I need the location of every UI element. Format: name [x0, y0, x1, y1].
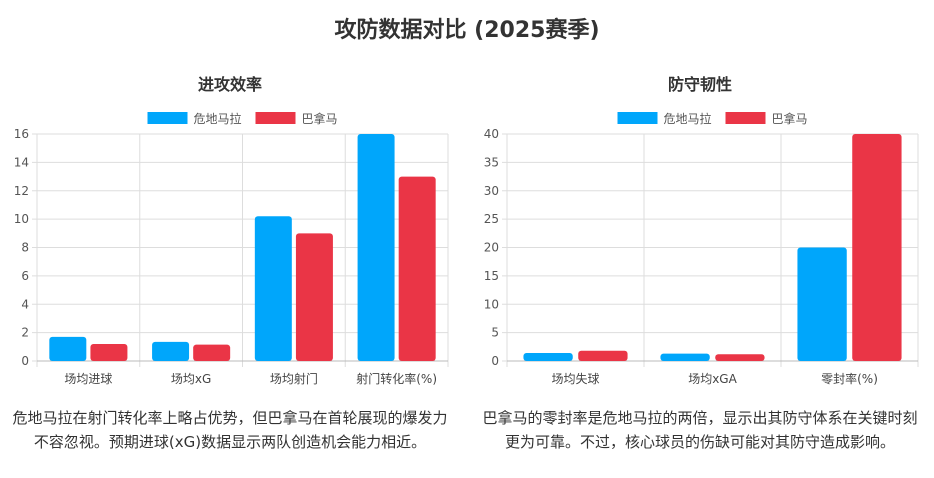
- y-tick-label: 40: [484, 127, 499, 141]
- legend-swatch: [147, 112, 188, 124]
- legend-swatch: [725, 112, 766, 124]
- bar-危地马拉: [152, 341, 190, 361]
- x-tick-label: 射门转化率(%): [356, 371, 437, 386]
- y-tick-label: 10: [14, 212, 29, 226]
- y-tick-label: 2: [21, 326, 29, 340]
- bar-巴拿马: [193, 344, 231, 361]
- x-tick-label: 场均xG: [171, 372, 211, 386]
- legend-label: 危地马拉: [664, 111, 712, 126]
- page-title: 攻防数据对比 (2025赛季): [334, 18, 600, 43]
- legend-swatch: [255, 112, 296, 124]
- y-tick-label: 8: [21, 241, 29, 255]
- y-tick-label: 15: [484, 269, 499, 283]
- y-tick-label: 4: [21, 297, 29, 311]
- bar-危地马拉: [523, 353, 573, 361]
- y-tick-label: 12: [14, 184, 29, 198]
- x-tick-label: 场均射门: [270, 371, 318, 386]
- defense-chart: 0 5 10 15 20 25 30 35 40 场均失球 场均xGA 零封率(%) 危地马拉 巴拿马: [484, 111, 919, 386]
- legend-label: 巴拿马: [772, 111, 808, 126]
- bar-危地马拉: [797, 247, 847, 361]
- bar-危地马拉: [357, 134, 395, 361]
- y-tick-label: 0: [491, 354, 499, 368]
- bar-危地马拉: [49, 336, 87, 361]
- x-tick-label: 零封率(%): [821, 371, 878, 386]
- bar-巴拿马: [715, 354, 765, 361]
- y-tick-label: 6: [21, 269, 29, 283]
- x-tick-label: 场均进球: [64, 372, 112, 386]
- y-tick-label: 35: [484, 155, 499, 169]
- x-tick-label: 场均失球: [551, 371, 599, 386]
- bar-巴拿马: [295, 233, 333, 361]
- legend-label: 危地马拉: [194, 111, 242, 126]
- attack-chart: 0 2 4 6 8 10 12 14 16 场均进球 场均xG 场均射门 射门转化率(%) 危地马拉 巴拿马: [14, 111, 449, 386]
- y-tick-label: 14: [14, 155, 29, 169]
- bar-巴拿马: [90, 343, 128, 361]
- attack-description: 危地马拉在射门转化率上略占优势，但巴拿马在首轮展现的爆发力不容忽视。预期进球(x…: [12, 409, 448, 451]
- y-tick-label: 30: [484, 184, 499, 198]
- bar-危地马拉: [254, 216, 292, 361]
- defense-description: 巴拿马的零封率是危地马拉的两倍，显示出其防守体系在关键时刻更为可靠。不过，核心球…: [482, 409, 918, 451]
- x-tick-label: 场均xGA: [688, 372, 737, 386]
- y-tick-label: 25: [484, 212, 499, 226]
- legend-label: 巴拿马: [302, 111, 338, 126]
- bar-巴拿马: [578, 350, 628, 361]
- y-tick-label: 10: [484, 297, 499, 311]
- chart-title-defense: 防守韧性: [667, 75, 732, 94]
- y-tick-label: 5: [491, 326, 499, 340]
- y-tick-label: 16: [14, 127, 29, 141]
- y-tick-label: 20: [484, 241, 499, 255]
- bar-巴拿马: [398, 176, 436, 361]
- bar-危地马拉: [660, 353, 710, 361]
- bar-巴拿马: [852, 134, 902, 361]
- chart-title-attack: 进攻效率: [197, 75, 262, 94]
- y-tick-label: 0: [21, 354, 29, 368]
- legend-swatch: [617, 112, 658, 124]
